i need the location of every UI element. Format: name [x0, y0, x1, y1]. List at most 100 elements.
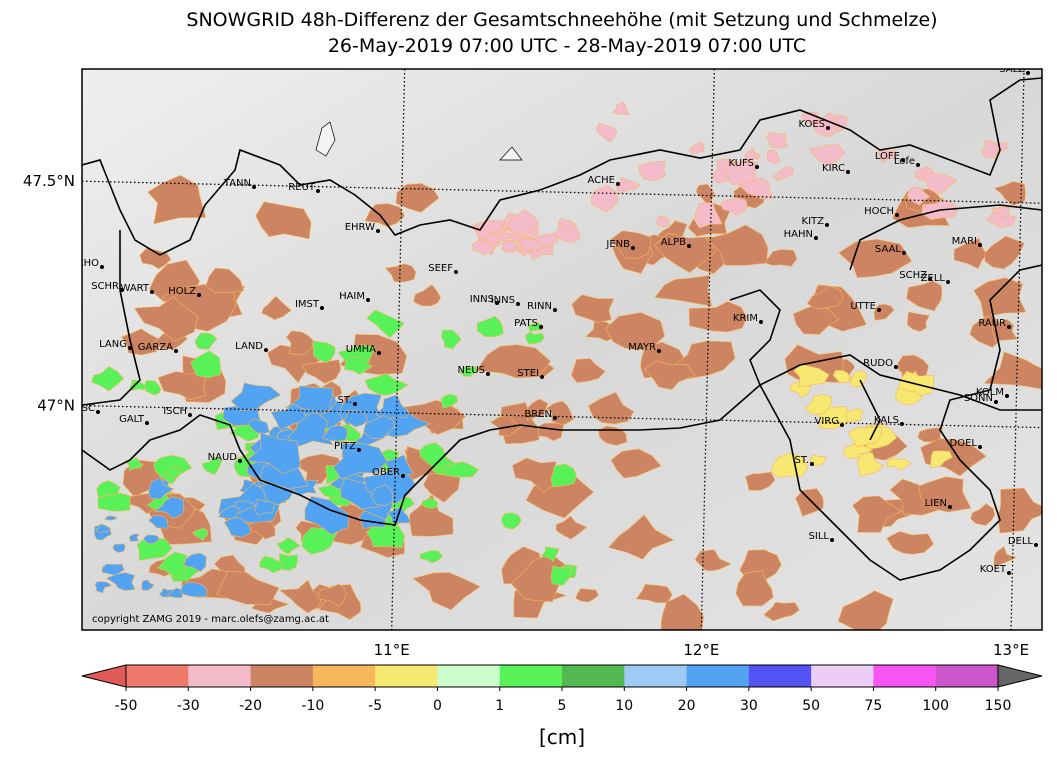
station-label: ST. [338, 395, 352, 406]
colorbar-unit: [cm] [539, 725, 585, 749]
station-dot [553, 416, 557, 420]
station-label: DELL [1008, 536, 1034, 547]
terrain-patch [510, 553, 576, 603]
terrain-patch [216, 570, 280, 605]
terrain-patch [276, 537, 301, 555]
station-label: LIEN [925, 498, 947, 509]
terrain-patch [261, 295, 292, 321]
terrain-patch [894, 387, 923, 406]
terrain-patch [259, 555, 284, 574]
terrain-patch [575, 588, 599, 603]
station-dot [948, 505, 952, 509]
terrain-patch [245, 432, 301, 474]
station-dot [377, 351, 381, 355]
station-label: ACHE [588, 175, 616, 186]
station-label: GARZA [138, 342, 173, 353]
colorbar-segment [126, 665, 189, 687]
terrain-patch [153, 496, 185, 519]
terrain-patch [639, 160, 666, 182]
station-label: RINN [527, 301, 552, 312]
terrain-patch [201, 456, 224, 476]
station-label: ZELL [921, 273, 946, 284]
terrain-patch [735, 569, 774, 607]
terrain-patch [321, 424, 348, 442]
station-dot [978, 243, 982, 247]
terrain-patch [384, 263, 417, 283]
station-label: INNS [491, 295, 515, 306]
station-label: KOLM [976, 387, 1004, 398]
station-label: KALS [874, 415, 899, 426]
station-label: KOET [980, 564, 1007, 575]
title: SNOWGRID 48h-Differenz der Gesamtschneeh… [186, 9, 937, 31]
colorbar-tick-label: 0 [433, 698, 442, 714]
terrain-patch [292, 453, 345, 487]
terrain-patch [705, 224, 769, 266]
station-dot [895, 213, 899, 217]
colorbar-tick-label: 30 [740, 698, 758, 714]
terrain-patch [804, 393, 833, 415]
map-frame [81, 68, 1043, 631]
colorbar-segment [437, 665, 501, 687]
station-dot [826, 126, 830, 130]
terrain-patch [660, 593, 705, 630]
station-dot [830, 538, 834, 542]
terrain-patch [342, 409, 369, 428]
station-dot [188, 413, 192, 417]
terrain-patch [501, 512, 522, 530]
terrain-patch [929, 450, 953, 469]
colorbar-segment [312, 665, 376, 687]
colorbar-tick-label: 5 [558, 698, 567, 714]
terrain-patch [695, 183, 715, 206]
terrain-patch [610, 448, 662, 479]
terrain-patch [419, 442, 450, 471]
station-label: MARI [952, 236, 977, 247]
terrain-patch [246, 418, 270, 435]
terrain-patch [148, 477, 175, 500]
station-label: DOEL [950, 438, 978, 449]
axes: 11°E 12°E 13°E 47.5°N 47°N [23, 172, 1029, 659]
station-label: HAHN [784, 229, 813, 240]
terrain-patch [125, 456, 144, 472]
terrain-patch [440, 461, 480, 478]
lake [315, 121, 523, 161]
terrain-patch [317, 583, 347, 608]
station-dot [145, 421, 149, 425]
station-dot [252, 185, 256, 189]
terrain-patch [304, 495, 350, 536]
terrain-patch [688, 301, 748, 333]
terrain-patch [832, 369, 850, 384]
station-label: SAAL [875, 244, 901, 255]
station-label: UTTE [850, 301, 876, 312]
station-dot [657, 349, 661, 353]
station-dot [1034, 543, 1038, 547]
terrain-patch [375, 394, 409, 421]
terrain-patch [476, 344, 552, 379]
terrain-patch [284, 385, 335, 412]
colorbar-segment [562, 665, 625, 687]
terrain-patch [104, 515, 119, 521]
terrain-patch [745, 471, 776, 491]
station-dot [553, 308, 557, 312]
station-dot [928, 277, 932, 281]
terrain-patch [653, 232, 715, 273]
graticule-line [700, 69, 716, 630]
terrain-patch [157, 551, 188, 578]
terrain-patch [164, 465, 181, 479]
station-label: WART [120, 283, 149, 294]
terrain-patch [383, 454, 414, 477]
terrain-patch [112, 543, 126, 554]
station-dot [174, 349, 178, 353]
station-label: HOCH [864, 206, 894, 217]
station-label: GASC [67, 403, 95, 414]
station-dot [810, 462, 814, 466]
station-label: ST. [795, 455, 809, 466]
colorbar-extend [81, 664, 127, 688]
colorbar-segment [935, 665, 999, 687]
graticule-line [82, 180, 1042, 204]
terrain-patch [270, 403, 307, 431]
station-label: HAIM [339, 291, 365, 302]
station-label: LOFE [875, 151, 900, 162]
terrain-patch [609, 230, 652, 259]
station-label: KRIM [733, 313, 758, 324]
